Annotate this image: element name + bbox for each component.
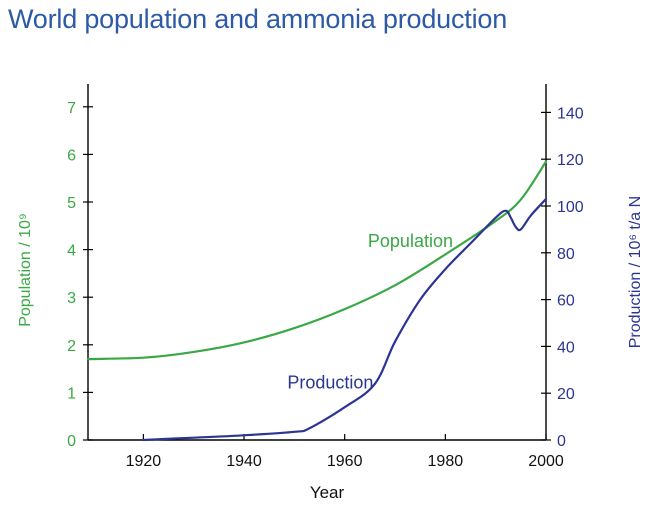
series-label-population: Population xyxy=(368,231,453,251)
y-left-tick-label: 4 xyxy=(67,243,76,260)
y-right-tick-label: 20 xyxy=(557,386,575,403)
y-axis-left-label: Population / 10⁹ xyxy=(17,213,34,327)
y-right-tick-label: 140 xyxy=(557,105,584,122)
x-tick-label: 1940 xyxy=(226,453,262,470)
y-left-tick-label: 0 xyxy=(67,433,76,450)
x-tick-label: 2000 xyxy=(528,453,564,470)
y-left-tick-label: 6 xyxy=(67,147,76,164)
y-left-tick-label: 5 xyxy=(67,195,76,212)
x-tick-label: 1980 xyxy=(428,453,464,470)
y-right-tick-label: 0 xyxy=(557,433,566,450)
y-left-tick-label: 2 xyxy=(67,338,76,355)
x-tick-label: 1920 xyxy=(126,453,162,470)
x-tick-label: 1960 xyxy=(327,453,363,470)
x-axis-label: Year xyxy=(310,483,345,502)
y-right-tick-label: 80 xyxy=(557,246,575,263)
y-right-tick-label: 60 xyxy=(557,293,575,310)
y-right-tick-label: 40 xyxy=(557,339,575,356)
chart-title: World population and ammonia production xyxy=(8,4,508,34)
y-left-tick-label: 7 xyxy=(67,100,76,117)
y-right-tick-label: 120 xyxy=(557,152,584,169)
series-line-production xyxy=(142,197,548,442)
y-left-tick-label: 1 xyxy=(67,385,76,402)
y-left-tick-label: 3 xyxy=(67,290,76,307)
y-right-tick-label: 100 xyxy=(557,199,584,216)
series-line-population xyxy=(86,160,548,361)
series-label-production: Production xyxy=(287,373,373,393)
y-axis-right-label: Production / 10⁶ t/a N xyxy=(627,196,644,348)
